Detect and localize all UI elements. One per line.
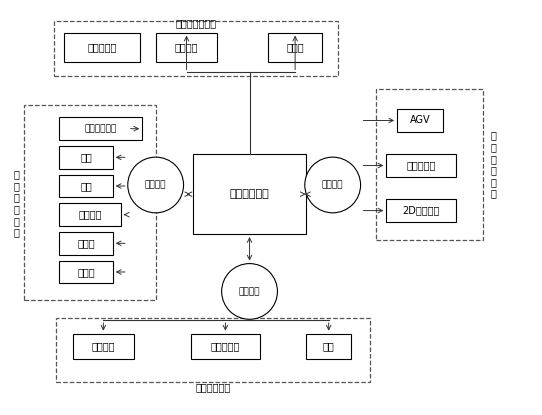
Bar [386,199,456,222]
Bar [191,334,260,359]
Text: 通讯模块: 通讯模块 [145,181,166,190]
Bar [59,175,113,197]
Bar [64,33,140,62]
Text: 行程开关: 行程开关 [78,210,102,220]
Bar [386,154,456,177]
Ellipse shape [128,157,184,213]
Text: 智
能
移
动
单
元: 智 能 移 动 单 元 [491,130,496,198]
Bar [73,334,134,359]
Text: 智能可视化单元: 智能可视化单元 [175,18,216,28]
Bar [59,117,142,140]
Bar [59,203,121,226]
Bar [306,334,351,359]
Text: 工业相机: 工业相机 [92,341,115,352]
Bar [56,318,370,381]
Bar [24,105,156,300]
Text: 通讯模块: 通讯模块 [322,181,344,190]
Text: 工业机器人: 工业机器人 [211,341,240,352]
Text: 电磁阀: 电磁阀 [77,267,95,277]
Text: 托盘: 托盘 [80,152,92,162]
Bar [193,154,306,234]
Text: AGV: AGV [410,115,430,125]
Text: 可编程控制器: 可编程控制器 [85,124,117,133]
Bar [268,33,322,62]
Bar [376,89,483,240]
Text: 用户终端: 用户终端 [175,42,198,52]
Text: 存储器: 存储器 [286,42,304,52]
Ellipse shape [222,264,278,319]
Text: 数据处理单元: 数据处理单元 [230,189,269,199]
Bar [156,33,217,62]
Bar [397,109,443,132]
Bar [54,21,338,76]
Text: 报警指示灯: 报警指示灯 [87,42,117,52]
Text: 光源: 光源 [323,341,334,352]
Text: 控制柜: 控制柜 [77,238,95,248]
Ellipse shape [305,157,360,213]
Text: 通讯模块: 通讯模块 [239,287,260,296]
Bar [59,232,113,254]
Text: 气缸: 气缸 [80,181,92,191]
Text: 视觉检测单元: 视觉检测单元 [196,382,231,392]
Bar [59,146,113,168]
Text: 智
能
仓
储
单
元: 智 能 仓 储 单 元 [13,169,19,237]
Text: 协作机器人: 协作机器人 [406,161,436,171]
Text: 2D智能相机: 2D智能相机 [403,205,440,215]
Bar [59,261,113,283]
